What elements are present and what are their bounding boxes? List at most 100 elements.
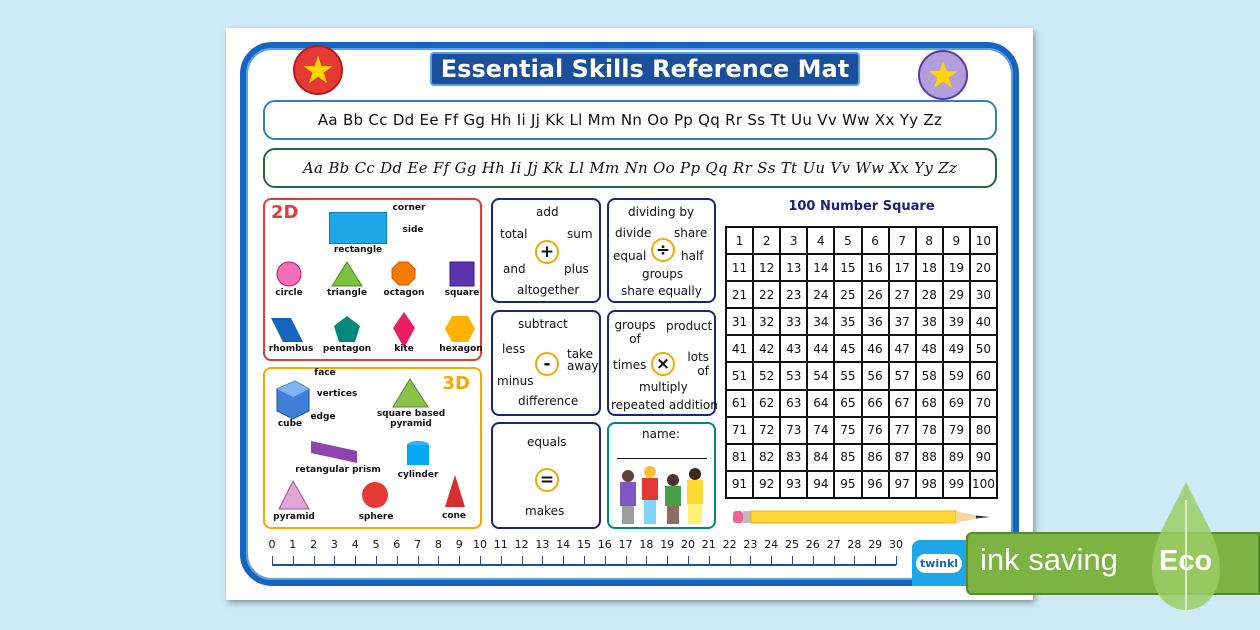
alphabet-print: Aa Bb Cc Dd Ee Ff Gg Hh Ii Jj Kk Ll Mm N… (263, 100, 997, 140)
ruler-tick (604, 556, 606, 565)
number-cell: 70 (969, 389, 997, 417)
number-cell: 68 (915, 389, 943, 417)
ruler-number: 5 (372, 538, 380, 551)
children-illustration (620, 466, 703, 524)
word: less (502, 342, 526, 356)
number-cell: 8 (915, 227, 943, 255)
ruler-number: 20 (681, 538, 695, 551)
number-cell: 87 (888, 443, 916, 471)
number-cell: 84 (807, 443, 835, 471)
ruler-tick (459, 556, 461, 565)
number-cell: 19 (942, 254, 970, 282)
number-cell: 24 (807, 281, 835, 309)
number-cell: 76 (861, 416, 889, 444)
number-cell: 15 (834, 254, 862, 282)
ruler-tick (833, 556, 835, 565)
number-cell: 51 (726, 362, 754, 390)
number-cell: 18 (915, 254, 943, 282)
ruler-number: 21 (701, 538, 716, 551)
ruler-tick (854, 556, 856, 565)
number-cell: 5 (834, 227, 862, 255)
number-cell: 95 (834, 470, 862, 498)
ruler-number: 4 (351, 538, 359, 551)
name-line[interactable] (617, 458, 707, 459)
number-cell: 2 (753, 227, 781, 255)
word: take away (567, 347, 599, 373)
ruler-number: 18 (639, 538, 654, 551)
word: makes (525, 504, 565, 518)
page-title: Essential Skills Reference Mat (430, 52, 860, 86)
word: product (666, 319, 713, 333)
label-triangle: triangle (327, 288, 367, 298)
number-cell: 99 (942, 470, 970, 498)
number-cell: 23 (780, 281, 808, 309)
twinkl-logo: twinkl (912, 540, 966, 586)
ruler-tick (563, 556, 565, 565)
label-prism: retangular prism (295, 465, 381, 475)
number-cell: 29 (942, 281, 970, 309)
label-square: square (444, 288, 480, 298)
number-cell: 10 (969, 227, 997, 255)
label-face: face (314, 368, 336, 378)
number-cell: 31 (726, 308, 754, 336)
ruler-number: 29 (868, 538, 883, 551)
number-cell: 36 (861, 308, 889, 336)
word: lots of (687, 350, 709, 378)
number-cell: 78 (915, 416, 943, 444)
word: and (503, 262, 526, 276)
ruler-tick (688, 556, 689, 565)
word: groups (642, 267, 684, 281)
ruler-number: 3 (330, 538, 338, 551)
number-cell: 4 (807, 227, 835, 255)
number-cell: 83 (780, 443, 808, 471)
word: altogether (517, 283, 580, 297)
label-octagon: octagon (383, 288, 425, 298)
ruler-tick (313, 556, 315, 565)
divide-icon: ÷ (651, 238, 675, 262)
label-edge: edge (310, 412, 336, 422)
label-cone: cone (441, 511, 467, 521)
number-cell: 40 (969, 308, 997, 336)
number-cell: 72 (753, 416, 781, 444)
ruler-number: 7 (414, 538, 422, 551)
number-cell: 69 (942, 389, 970, 417)
number-cell: 54 (807, 362, 835, 390)
number-cell: 14 (807, 254, 835, 282)
eco-text: ink saving (980, 542, 1118, 577)
ruler-number: 6 (393, 538, 401, 551)
number-cell: 57 (888, 362, 916, 390)
number-cell: 59 (942, 362, 970, 390)
number-cell: 81 (726, 443, 754, 471)
label-side: side (402, 225, 424, 235)
pencil-icon (733, 510, 990, 524)
equals-box: equals = makes (491, 422, 601, 529)
number-cell: 33 (780, 308, 808, 336)
number-cell: 6 (861, 227, 889, 255)
rectangle-shape (329, 212, 387, 244)
label-corner: corner (392, 203, 426, 213)
word: share equally (621, 284, 702, 298)
number-line-ruler: 0 1 2 3 4 5 6 7 8 9 10 11 12 13 14 15 16 17 18 19 20 21 22 23 24… (269, 538, 903, 568)
word: difference (518, 394, 579, 408)
ruler-number: 19 (660, 538, 675, 551)
ruler-tick (792, 556, 793, 565)
ruler-tick (438, 556, 440, 565)
ruler-tick (875, 556, 877, 565)
shapes-2d-drawing (271, 261, 475, 348)
ruler-tick (646, 556, 648, 565)
subtract-box: subtract less take away - minus differen… (491, 310, 601, 416)
number-cell: 65 (834, 389, 862, 417)
shapes-3d-panel: 3D face vertices edge cube square based … (263, 367, 482, 529)
shapes-2d-panel: 2D corner side rectangle circle triangle… (263, 198, 483, 361)
number-cell: 94 (807, 470, 835, 498)
number-cell: 16 (861, 254, 889, 282)
ruler-tick (292, 556, 294, 565)
label-square-pyramid: square based pyramid (376, 409, 446, 429)
number-cell: 64 (807, 389, 835, 417)
number-cell: 85 (834, 443, 862, 471)
ruler-number: 11 (493, 538, 508, 551)
number-cell: 37 (888, 308, 916, 336)
number-cell: 90 (969, 443, 997, 471)
ruler-tick (896, 556, 897, 565)
ruler-tick (417, 556, 419, 565)
